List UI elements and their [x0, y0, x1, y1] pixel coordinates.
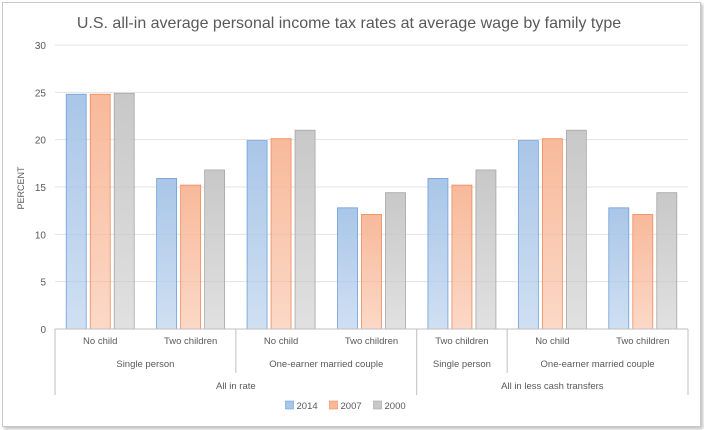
bar-2014-5 [427, 178, 449, 330]
legend-swatch-2014 [285, 400, 294, 410]
legend-label: 2000 [385, 401, 406, 412]
legend-label: 2014 [297, 401, 318, 412]
bar-2014-7 [608, 207, 630, 330]
bar-2014-1 [65, 93, 87, 330]
y-tick-label: 15 [35, 183, 47, 194]
bar-2007-7 [632, 214, 654, 330]
bar-2000-3 [294, 129, 316, 330]
bar-2014-3 [246, 140, 268, 330]
category-label: Two children [616, 336, 669, 347]
legend-swatch-2000 [373, 400, 382, 410]
bar-2014-4 [337, 207, 358, 330]
y-tick-label: 25 [35, 88, 47, 99]
bar-2007-3 [270, 138, 292, 330]
bar-2007-2 [180, 184, 202, 330]
bar-2000-1 [113, 92, 135, 330]
y-tick-label: 5 [40, 278, 46, 289]
category-label: Two children [164, 336, 217, 347]
category-label: Two children [345, 336, 398, 347]
y-tick-label: 30 [35, 41, 47, 52]
group-label: One-earner married couple [541, 359, 655, 370]
bar-2007-5 [451, 184, 473, 330]
bars [65, 92, 678, 330]
group-label: One-earner married couple [269, 359, 383, 370]
bar-2007-1 [89, 93, 111, 330]
category-label: No child [264, 336, 298, 347]
bar-2007-4 [361, 214, 382, 330]
group-label: Single person [116, 359, 174, 370]
y-tick-label: 20 [35, 136, 47, 147]
y-axis-label: PERCENT [16, 166, 26, 210]
bar-2000-2 [204, 169, 226, 330]
category-label: Two children [435, 336, 488, 347]
bar-2000-4 [385, 192, 406, 330]
bar-2000-7 [656, 192, 678, 330]
legend-label: 2007 [341, 401, 362, 412]
legend-swatch-2007 [329, 400, 338, 410]
category-label: No child [83, 336, 117, 347]
legend: 2014 2007 2000 [285, 400, 406, 412]
bar-2000-6 [565, 129, 587, 330]
group-label: All in rate [216, 381, 256, 392]
bar-chart: U.S. all-in average personal income tax … [16, 15, 689, 412]
y-tick-label: 0 [40, 325, 46, 336]
bar-2007-6 [541, 138, 563, 330]
group-label: Single person [433, 359, 491, 370]
bar-2014-2 [156, 178, 178, 330]
category-axis: No child Two children No child Two children… [54, 328, 689, 395]
category-label: No child [535, 336, 569, 347]
bar-2014-6 [517, 140, 539, 330]
group-label: All in less cash transfers [501, 381, 604, 392]
bar-2000-5 [475, 169, 497, 330]
chart-title: U.S. all-in average personal income tax … [77, 15, 621, 32]
y-tick-label: 10 [35, 230, 47, 241]
